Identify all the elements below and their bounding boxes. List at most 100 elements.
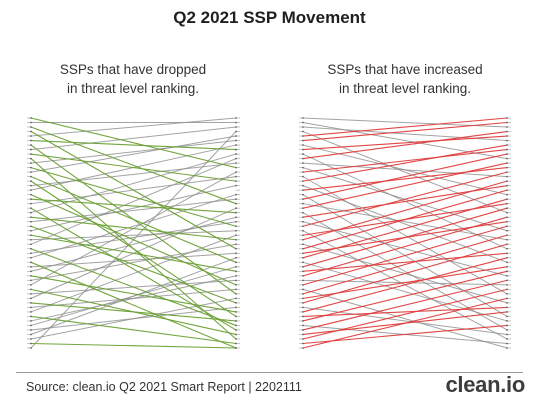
chart-title: Q2 2021 SSP Movement: [173, 8, 366, 27]
neutral-slope-line: [30, 234, 237, 313]
start-point: [30, 333, 32, 336]
start-point: [30, 144, 32, 146]
highlight-slope-line: [30, 302, 237, 322]
footer-divider: [16, 372, 523, 373]
neutral-slope-line: [30, 216, 237, 272]
highlight-slope-line: [30, 126, 237, 205]
start-point: [30, 189, 32, 192]
neutral-slope-line: [30, 194, 237, 259]
end-point: [235, 117, 237, 119]
end-point: [235, 274, 237, 277]
left-chart-subtitle: SSPs that have dropped in threat level r…: [18, 60, 248, 98]
end-point: [235, 162, 237, 164]
left-subtitle-line-1: SSPs that have dropped: [59, 62, 207, 77]
end-point: [235, 342, 237, 345]
start-point: [30, 166, 32, 169]
end-point: [235, 279, 237, 282]
end-point: [235, 329, 237, 331]
neutral-slope-line: [30, 135, 237, 173]
start-point: [30, 121, 32, 124]
start-point: [30, 288, 32, 291]
start-point: [30, 261, 32, 264]
end-point: [235, 338, 237, 340]
start-point: [30, 252, 32, 255]
end-point: [235, 216, 237, 219]
end-point: [235, 247, 237, 250]
neutral-slope-line: [30, 185, 237, 232]
start-point: [30, 117, 32, 119]
end-point: [235, 315, 237, 318]
left-subtitle-line-2: in threat level ranking.: [66, 81, 200, 96]
start-point: [30, 180, 32, 183]
start-point: [30, 148, 32, 151]
start-point: [30, 292, 32, 295]
start-point: [30, 130, 32, 133]
highlight-slope-line: [30, 315, 237, 345]
start-point: [30, 202, 32, 205]
start-point: [30, 220, 32, 223]
right-subtitle-line-1: SSPs that have increased: [327, 62, 483, 77]
start-point: [30, 243, 32, 246]
start-point: [30, 153, 32, 155]
neutral-slope-line: [30, 275, 237, 322]
end-point: [235, 229, 237, 232]
highlight-slope-line: [30, 261, 237, 349]
start-point: [30, 306, 32, 309]
start-point: [30, 157, 32, 160]
end-point: [235, 193, 237, 196]
end-point: [235, 283, 237, 286]
end-point: [235, 261, 237, 264]
highlight-slope-line: [30, 342, 237, 349]
neutral-slope-line: [30, 252, 237, 268]
start-point: [30, 238, 32, 241]
end-point: [235, 175, 237, 178]
start-point: [30, 216, 32, 219]
start-point: [30, 329, 32, 331]
end-point: [235, 180, 237, 183]
end-point: [235, 292, 237, 295]
end-point: [235, 238, 237, 241]
start-point: [30, 279, 32, 282]
end-point: [235, 166, 237, 169]
end-point: [235, 306, 237, 309]
end-point: [235, 157, 237, 160]
end-point: [235, 225, 237, 228]
highlight-slope-line: [30, 117, 237, 169]
highlight-slope-line: [30, 153, 237, 182]
neutral-slope-line: [30, 153, 237, 214]
end-point: [235, 207, 237, 210]
end-point: [235, 220, 237, 223]
end-point: [235, 121, 237, 124]
start-point: [30, 247, 32, 250]
start-point: [30, 207, 32, 210]
end-point: [235, 333, 237, 336]
start-point: [30, 265, 32, 268]
start-point: [30, 324, 32, 327]
end-point: [235, 139, 237, 142]
end-point: [235, 243, 237, 246]
end-point: [235, 288, 237, 291]
right-subtitle-line-2: in threat level ranking.: [338, 81, 472, 96]
start-point: [30, 139, 32, 142]
highlight-slope-line: [30, 234, 237, 272]
highlight-slope-line: [30, 248, 237, 326]
end-point: [235, 198, 237, 201]
end-point: [235, 324, 237, 327]
start-point: [30, 342, 32, 345]
end-point: [235, 311, 237, 313]
highlight-slope-line: [30, 167, 237, 227]
end-point: [235, 320, 237, 322]
start-point: [30, 320, 32, 322]
end-point: [235, 234, 237, 237]
highlight-slope-line: [30, 194, 237, 286]
end-point: [235, 302, 237, 304]
neutral-slope-line: [30, 126, 237, 151]
start-point: [30, 162, 32, 164]
start-point: [30, 234, 32, 237]
highlight-slope-line: [30, 198, 237, 214]
neutral-slope-line: [30, 158, 237, 245]
highlight-slope-line: [30, 139, 237, 151]
highlight-slope-line: [30, 176, 237, 263]
neutral-slope-line: [30, 243, 237, 281]
start-point: [30, 256, 32, 259]
